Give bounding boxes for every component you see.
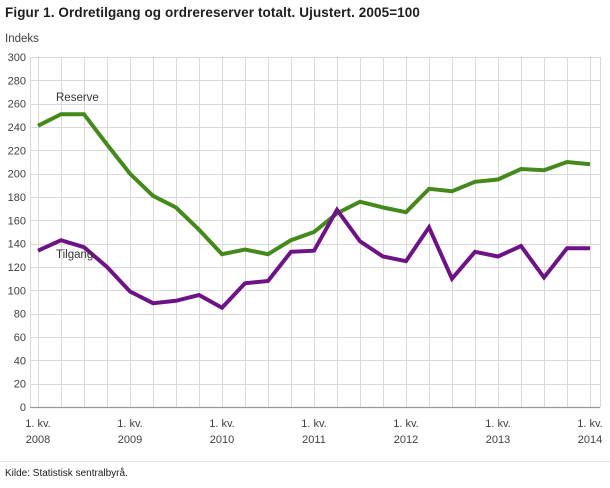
x-tick-label: 1. kv. 2012 (393, 418, 418, 446)
y-tick-label: 220 (8, 145, 26, 157)
x-tick-year: 2014 (578, 434, 602, 446)
y-tick-label: 80 (14, 309, 26, 321)
footer-divider (0, 461, 610, 462)
y-tick-label: 120 (8, 262, 26, 274)
x-tick-year: 2012 (394, 434, 418, 446)
x-tick-quarter: 1. kv. (393, 418, 418, 430)
y-tick-label: 100 (8, 285, 26, 297)
chart-title: Figur 1. Ordretilgang og ordrereserver t… (5, 5, 421, 20)
x-tick-label: 1. kv. 2014 (577, 418, 602, 446)
x-tick-label: 1. kv. 2008 (25, 418, 50, 446)
line-chart-plot-area: 0 20 40 60 80 100 120 140 160 180 200 220 240 260 280 3… (8, 52, 603, 446)
x-tick-quarter: 1. kv. (209, 418, 234, 430)
x-tick-quarter: 1. kv. (577, 418, 602, 430)
series-label-reserve: Reserve (56, 92, 99, 104)
x-tick-year: 2008 (26, 434, 50, 446)
x-tick-quarter: 1. kv. (117, 418, 142, 430)
series-label-tilgang: Tilgang (56, 249, 94, 261)
x-tick-quarter: 1. kv. (25, 418, 50, 430)
y-tick-label: 200 (8, 169, 26, 181)
x-tick-quarter: 1. kv. (485, 418, 510, 430)
x-tick-year: 2010 (210, 434, 234, 446)
y-tick-label: 40 (14, 355, 26, 367)
y-tick-label: 260 (8, 99, 26, 111)
tilgang-line (37, 206, 590, 311)
x-tick-year: 2011 (302, 434, 326, 446)
x-tick-label: 1. kv. 2009 (117, 418, 142, 446)
y-axis-unit-label: Indeks (5, 33, 39, 45)
x-tick-label: 1. kv. 2011 (301, 418, 326, 446)
y-tick-label: 160 (8, 215, 26, 227)
x-tick-label: 1. kv. 2010 (209, 418, 234, 446)
x-tick-label: 1. kv. 2013 (485, 418, 510, 446)
x-tick-quarter: 1. kv. (301, 418, 326, 430)
y-tick-label: 180 (8, 192, 26, 204)
source-note: Kilde: Statistisk sentralbyrå. (5, 468, 128, 479)
y-tick-label: 60 (14, 332, 26, 344)
x-tick-year: 2013 (486, 434, 510, 446)
reserve-line (37, 112, 591, 257)
y-tick-label: 280 (8, 75, 26, 87)
y-tick-label: 300 (8, 52, 26, 64)
y-tick-label: 20 (14, 379, 26, 391)
x-tick-year: 2009 (118, 434, 142, 446)
y-tick-label: 140 (8, 239, 26, 251)
y-tick-label: 240 (8, 122, 26, 134)
y-tick-label: 0 (20, 402, 26, 414)
